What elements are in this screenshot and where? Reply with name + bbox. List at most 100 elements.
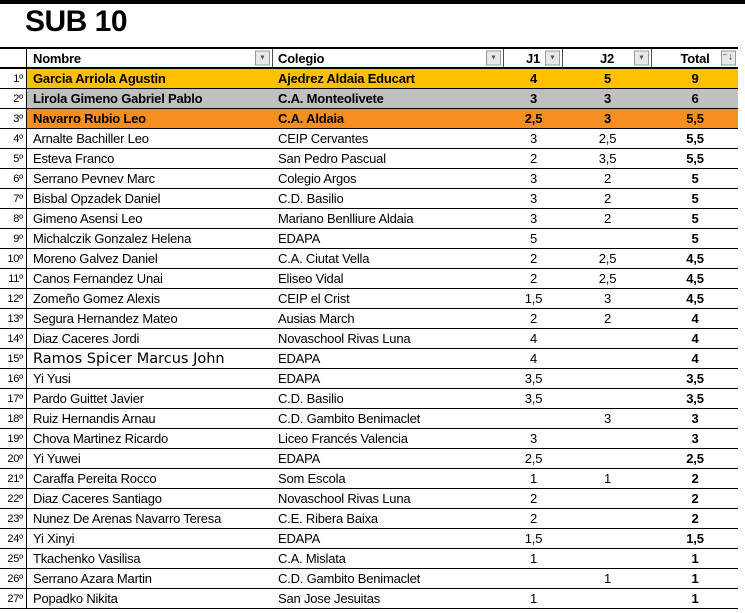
j2-score-cell[interactable] [563, 449, 652, 468]
school-cell[interactable]: C.D. Gambito Benimaclet [278, 571, 421, 586]
rank-cell[interactable]: 5º [0, 149, 27, 168]
rank-cell[interactable]: 27º [0, 589, 27, 608]
j1-score-cell[interactable]: 1 [529, 591, 538, 606]
player-name-cell[interactable]: Diaz Caceres Jordi [33, 331, 140, 346]
j2-score-cell[interactable]: 1 [603, 471, 612, 486]
school-cell[interactable]: EDAPA [278, 531, 321, 546]
player-name-cell[interactable]: Ruiz Hernandis Arnau [33, 411, 156, 426]
player-name-cell[interactable]: Gimeno Asensi Leo [33, 211, 143, 226]
j1-score-cell[interactable] [504, 569, 563, 588]
school-cell[interactable]: C.D. Basilio [278, 191, 344, 206]
j1-score-cell[interactable]: 2 [529, 271, 538, 286]
j2-score-cell[interactable] [563, 369, 652, 388]
total-score-cell[interactable]: 3 [691, 431, 699, 446]
total-score-cell[interactable]: 4 [691, 331, 699, 346]
rank-cell[interactable]: 21º [0, 469, 27, 488]
school-cell[interactable]: Ausias March [278, 311, 355, 326]
j2-score-cell[interactable]: 2,5 [598, 131, 617, 146]
rank-cell[interactable]: 4º [0, 129, 27, 148]
total-score-cell[interactable]: 1,5 [686, 531, 704, 546]
total-score-cell[interactable]: 3,5 [686, 371, 704, 386]
school-cell[interactable]: San Jose Jesuitas [278, 591, 381, 606]
j2-score-cell[interactable]: 2 [603, 311, 612, 326]
j2-score-cell[interactable] [563, 489, 652, 508]
j1-score-cell[interactable]: 4 [529, 351, 538, 366]
rank-cell[interactable]: 19º [0, 429, 27, 448]
school-cell[interactable]: Som Escola [278, 471, 346, 486]
rank-cell[interactable]: 14º [0, 329, 27, 348]
player-name-cell[interactable]: Nunez De Arenas Navarro Teresa [33, 511, 222, 526]
school-cell[interactable]: Novaschool Rivas Luna [278, 331, 411, 346]
j1-score-cell[interactable]: 2 [529, 311, 538, 326]
total-score-cell[interactable]: 5 [691, 231, 699, 246]
total-score-cell[interactable]: 2 [691, 511, 699, 526]
total-score-cell[interactable]: 3,5 [686, 391, 704, 406]
j1-score-cell[interactable]: 3 [529, 211, 538, 226]
school-cell[interactable]: Novaschool Rivas Luna [278, 491, 411, 506]
j2-score-cell[interactable] [563, 429, 652, 448]
rank-cell[interactable]: 8º [0, 209, 27, 228]
j2-score-cell[interactable]: 1 [603, 571, 612, 586]
school-cell[interactable]: San Pedro Pascual [278, 151, 386, 166]
total-score-cell[interactable]: 1 [691, 591, 699, 606]
j2-score-cell[interactable] [563, 329, 652, 348]
j2-score-cell[interactable]: 2 [603, 171, 612, 186]
j1-score-cell[interactable]: 2 [529, 151, 538, 166]
total-score-cell[interactable]: 4 [691, 311, 699, 326]
school-cell[interactable]: EDAPA [278, 231, 321, 246]
j1-score-cell[interactable]: 3,5 [524, 371, 543, 386]
total-score-cell[interactable]: 4,5 [686, 251, 704, 266]
rank-cell[interactable]: 20º [0, 449, 27, 468]
player-name-cell[interactable]: Garcia Arriola Agustin [27, 69, 273, 88]
rank-cell[interactable]: 2º [0, 89, 27, 108]
j1-score-cell[interactable]: 4 [529, 331, 538, 346]
player-name-cell[interactable]: Diaz Caceres Santiago [33, 491, 162, 506]
player-name-cell[interactable]: Popadko Nikita [33, 591, 118, 606]
total-score-cell[interactable]: 5 [691, 211, 699, 226]
rank-cell[interactable]: 25º [0, 549, 27, 568]
j1-score-cell[interactable]: 4 [504, 69, 563, 88]
rank-cell[interactable]: 18º [0, 409, 27, 428]
player-name-cell[interactable]: Serrano Azara Martin [33, 571, 152, 586]
player-name-cell[interactable]: Moreno Galvez Daniel [33, 251, 158, 266]
j1-score-cell[interactable]: 3 [529, 171, 538, 186]
school-cell[interactable]: C.A. Ciutat Vella [278, 251, 370, 266]
j1-score-cell[interactable]: 2 [529, 511, 538, 526]
school-cell[interactable]: EDAPA [278, 451, 321, 466]
total-score-cell[interactable]: 4,5 [686, 291, 704, 306]
j1-score-cell[interactable]: 1 [529, 471, 538, 486]
total-filter-button[interactable]: ↓ [721, 50, 736, 66]
j1-score-cell[interactable]: 3 [529, 191, 538, 206]
school-cell[interactable]: C.E. Ribera Baixa [278, 511, 378, 526]
total-score-cell[interactable]: 2 [691, 491, 699, 506]
school-cell[interactable]: CEIP el Crist [278, 291, 350, 306]
j2-score-cell[interactable]: 2 [603, 191, 612, 206]
rank-cell[interactable]: 24º [0, 529, 27, 548]
school-cell[interactable]: Colegio Argos [278, 171, 357, 186]
school-cell[interactable]: C.D. Basilio [278, 391, 344, 406]
rank-cell[interactable]: 16º [0, 369, 27, 388]
player-name-cell[interactable]: Navarro Rubio Leo [27, 109, 273, 128]
player-name-cell[interactable]: Ramos Spicer Marcus John [33, 350, 225, 367]
player-name-cell[interactable]: Michalczik Gonzalez Helena [33, 231, 192, 246]
j1-score-cell[interactable]: 1,5 [524, 291, 543, 306]
player-name-cell[interactable]: Segura Hernandez Mateo [33, 311, 178, 326]
player-name-cell[interactable]: Bisbal Opzadek Daniel [33, 191, 161, 206]
school-cell[interactable]: EDAPA [278, 351, 321, 366]
j1-score-cell[interactable]: 1,5 [524, 531, 543, 546]
player-name-cell[interactable]: Chova Martinez Ricardo [33, 431, 169, 446]
rank-cell[interactable]: 7º [0, 189, 27, 208]
j1-score-cell[interactable]: 1 [529, 551, 538, 566]
player-name-cell[interactable]: Yi Yusi [33, 371, 71, 386]
player-name-cell[interactable]: Canos Fernandez Unai [33, 271, 163, 286]
rank-cell[interactable]: 22º [0, 489, 27, 508]
total-score-cell[interactable]: 1 [691, 571, 699, 586]
total-score-cell[interactable]: 4,5 [686, 271, 704, 286]
j1-score-cell[interactable]: 3 [504, 89, 563, 108]
j2-score-cell[interactable]: 3 [563, 109, 652, 128]
rank-cell[interactable]: 9º [0, 229, 27, 248]
j2-score-cell[interactable]: 3 [563, 89, 652, 108]
total-score-cell[interactable]: 5,5 [652, 109, 738, 128]
rank-cell[interactable]: 3º [0, 109, 27, 128]
j2-score-cell[interactable] [563, 529, 652, 548]
